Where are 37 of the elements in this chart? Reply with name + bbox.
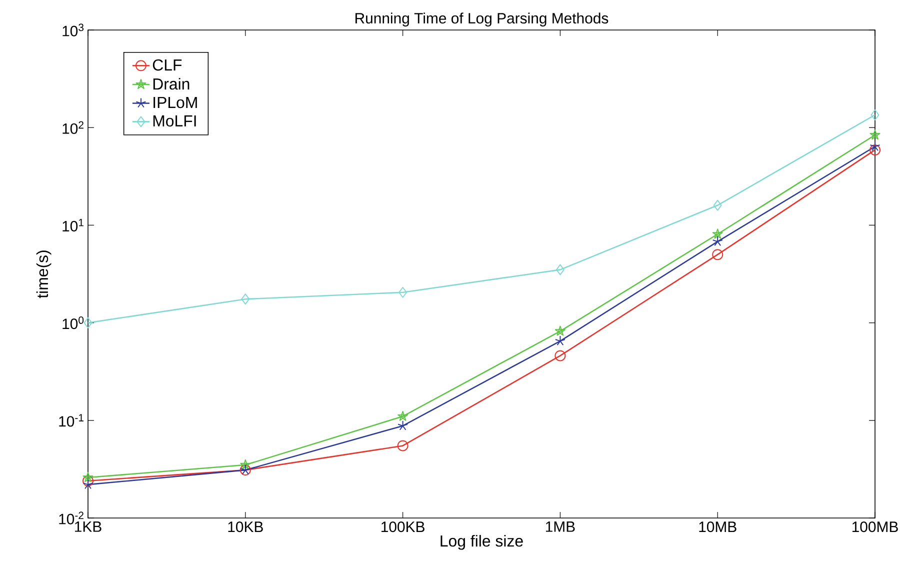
x-tick-label: 100MB [852, 522, 898, 532]
point [712, 236, 723, 246]
x-tick-label: 10KB [228, 522, 263, 532]
y-axis-title: time(s) [36, 250, 52, 298]
chart-title: Running Time of Log Parsing Methods [355, 12, 608, 26]
point [712, 249, 724, 260]
point [712, 228, 723, 239]
y-tick-label: 10$^{-1}$ [59, 414, 84, 427]
point [398, 410, 408, 421]
point [713, 200, 722, 211]
legend-label: CLF [152, 59, 182, 71]
point [870, 129, 880, 140]
y-tick-label: 10$^{3}$ [62, 24, 84, 36]
x-tick-label: 100KB [382, 522, 424, 532]
point [870, 109, 880, 120]
y-tick-label: 10$^{2}$ [62, 121, 84, 134]
point [554, 326, 566, 336]
point [82, 475, 94, 486]
legend-label: Drain [153, 78, 190, 90]
point [398, 420, 408, 430]
point [82, 472, 94, 482]
legend-label: IPLoM [154, 96, 197, 108]
point [556, 264, 564, 276]
point [554, 336, 566, 346]
point [398, 286, 408, 298]
x-tick-label: 1MB [546, 522, 575, 532]
point [84, 317, 92, 328]
point [240, 459, 251, 470]
point [397, 440, 408, 452]
point [241, 294, 250, 305]
x-tick-label: 10MB [699, 522, 736, 532]
y-tick-label: 10$^{1}$ [62, 218, 84, 232]
point [554, 350, 566, 362]
point [870, 144, 881, 156]
y-tick-label: 10$^{0}$ [62, 316, 84, 330]
legend-label: MoLFI [153, 115, 196, 127]
x-axis-title: Log file size [440, 534, 523, 550]
